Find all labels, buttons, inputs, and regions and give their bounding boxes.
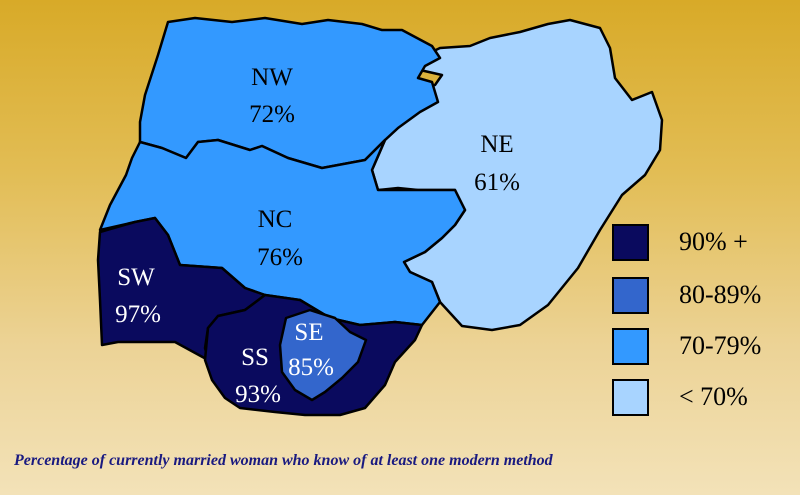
map-caption: Percentage of currently married woman wh… bbox=[14, 452, 553, 469]
legend-swatch bbox=[612, 223, 649, 261]
region-label-ss-code: SS bbox=[241, 344, 269, 371]
legend-item-70-79: 70-79% bbox=[612, 326, 761, 366]
legend-swatch bbox=[612, 378, 649, 416]
region-label-ne-value: 61% bbox=[474, 169, 520, 196]
legend-item-90-plus: 90% + bbox=[612, 222, 748, 262]
region-label-ne-code: NE bbox=[480, 131, 513, 158]
legend-swatch bbox=[612, 327, 649, 365]
region-label-se-code: SE bbox=[294, 319, 323, 346]
region-label-nw-code: NW bbox=[251, 64, 293, 91]
region-label-nw-value: 72% bbox=[249, 101, 295, 128]
legend-swatch bbox=[612, 276, 649, 314]
legend-item-80-89: 80-89% bbox=[612, 275, 761, 315]
legend-label: 70-79% bbox=[679, 331, 762, 360]
region-label-sw-code: SW bbox=[117, 264, 155, 291]
legend-label: 80-89% bbox=[679, 280, 762, 309]
region-label-se-value: 85% bbox=[288, 354, 334, 381]
region-label-nc-value: 76% bbox=[257, 244, 303, 271]
region-label-nc-code: NC bbox=[258, 206, 293, 233]
legend-label: 90% + bbox=[679, 227, 748, 256]
legend-label: < 70% bbox=[679, 382, 748, 411]
legend-item-below-70: < 70% bbox=[612, 377, 748, 417]
region-label-ss-value: 93% bbox=[235, 381, 281, 408]
region-label-sw-value: 97% bbox=[115, 301, 161, 328]
region-se bbox=[278, 308, 368, 402]
